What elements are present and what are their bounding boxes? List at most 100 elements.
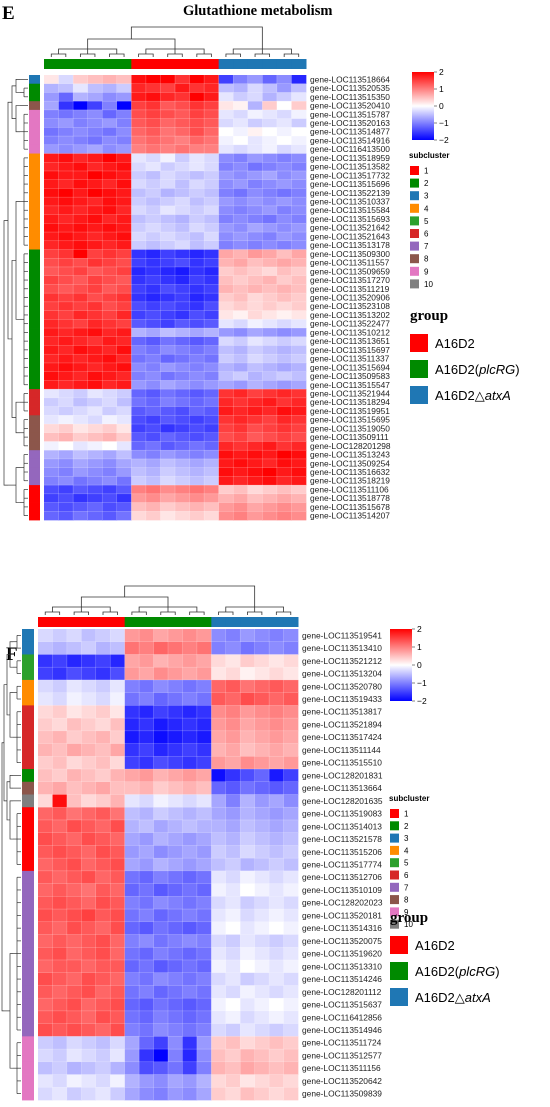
heatmap-cell [233,380,249,390]
heatmap-cell [276,485,292,495]
heatmap-cell [95,959,111,974]
heatmap-cell [124,807,140,821]
heatmap-cell [102,502,118,512]
heatmap-cell [131,266,147,277]
heatmap-cell [175,310,190,320]
group-bar-cell [254,617,270,627]
heatmap-cell [254,781,270,795]
gene-label: gene-LOC113515787 [310,109,390,119]
subcluster-legend-swatch [390,858,399,868]
heatmap-cell [58,170,74,181]
heatmap-cell [102,214,118,224]
heatmap-cell [87,319,103,329]
heatmap-cell [168,819,183,834]
gene-label: gene-LOC113510109 [302,885,382,895]
heatmap-cell [116,101,132,111]
heatmap-cell [81,1036,97,1050]
heatmap-cell [233,127,249,137]
heatmap-cell [196,769,212,783]
heatmap-cell [196,692,212,706]
heatmap-cell [204,249,220,259]
heatmap-cell [58,240,74,250]
heatmap-cell [262,293,278,303]
heatmap-cell [204,275,220,285]
heatmap-cell [102,188,118,198]
heatmap-cell [52,985,68,999]
heatmap-cell [168,629,183,643]
heatmap-cell [204,336,220,346]
heatmap-cell [44,319,59,329]
group-legend-label-text: A16D2 [435,336,475,351]
heatmap-cell [283,959,299,974]
gene-label: gene-LOC113521643 [310,231,390,241]
heatmap-cell [225,1023,241,1037]
heatmap-cell [44,380,59,390]
heatmap-cell [291,362,307,373]
heatmap-cell [102,476,118,486]
heatmap-cell [131,136,147,146]
heatmap-cell [204,310,220,320]
heatmap-cell [218,232,234,242]
subcluster-bar-cell [22,909,34,923]
heatmap-cell [44,511,59,521]
heatmap-cell [175,266,190,277]
heatmap-cell [247,362,263,373]
heatmap-cell [110,972,126,986]
heatmap-cell [196,705,212,719]
heatmap-cell [269,807,284,821]
heatmap-cell [160,424,176,434]
heatmap-cell [276,205,292,215]
colorbar-tick-label: −1 [439,118,449,128]
heatmap-cell [204,293,220,303]
heatmap-cell [276,170,292,181]
heatmap-cell [87,502,103,512]
heatmap-cell [73,397,89,407]
heatmap-cell [102,415,118,425]
heatmap-cell [182,819,198,834]
heatmap-cell [124,756,140,770]
heatmap-cell [240,1087,256,1101]
heatmap-cell [196,819,212,834]
heatmap-panel-f: FToll and Imd signaling pathwaygene-LOC1… [1,585,500,1101]
heatmap-cell [168,692,183,706]
heatmap-cell [291,83,307,93]
heatmap-cell [269,832,284,846]
heatmap-cell [102,162,118,172]
gene-label: gene-LOC113513178 [310,240,390,250]
heatmap-cell [87,136,103,146]
heatmap-cell [145,406,161,416]
heatmap-cell [81,972,97,986]
heatmap-cell [276,127,292,137]
subcluster-bar-cell [29,153,40,163]
subcluster-bar-cell [22,896,34,910]
dendrogram-branch [80,596,169,607]
heatmap-cell [175,284,190,294]
heatmap-cell [225,998,241,1012]
heatmap-cell [291,424,307,434]
heatmap-cell [211,921,227,935]
heatmap-cell [102,293,118,303]
heatmap-cell [87,476,103,486]
heatmap-cell [116,397,132,407]
heatmap-cell [58,485,74,495]
heatmap-cell [95,1036,111,1050]
heatmap-cell [131,301,147,311]
heatmap-cell [269,1074,284,1088]
heatmap-cell [131,345,147,355]
heatmap-cell [225,896,241,910]
heatmap-cell [145,424,161,434]
heatmap-cell [102,424,118,434]
heatmap-cell [233,310,249,320]
heatmap-cell [153,1061,169,1075]
heatmap-cell [131,293,147,303]
heatmap-cell [254,629,270,643]
heatmap-cell [139,781,154,795]
heatmap-cell [233,109,249,119]
heatmap-cell [204,92,220,102]
heatmap-cell [168,730,183,744]
heatmap-cell [254,896,270,910]
heatmap-cell [175,476,190,486]
heatmap-cell [175,214,190,224]
heatmap-grid [44,75,306,520]
